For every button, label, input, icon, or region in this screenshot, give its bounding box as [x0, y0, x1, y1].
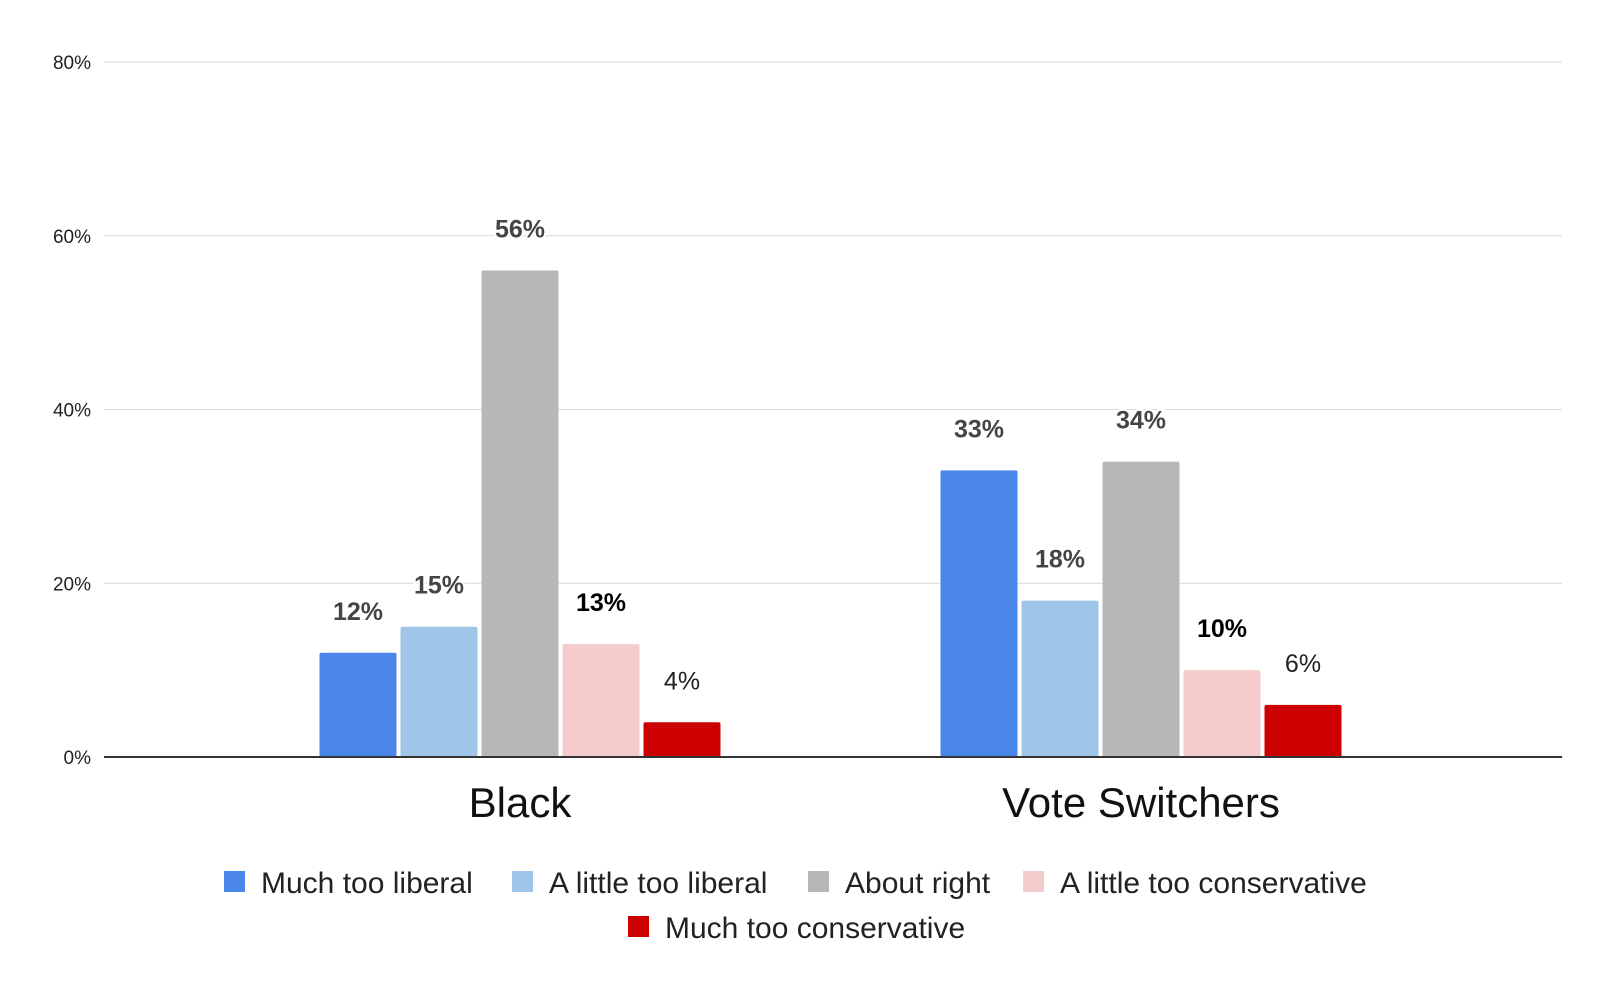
legend-swatch — [512, 871, 533, 892]
y-tick-label: 80% — [53, 53, 91, 74]
x-axis: Black Vote Switchers — [104, 756, 1562, 826]
legend-label: About right — [845, 867, 991, 900]
legend: Much too liberal A little too liberal Abou… — [224, 867, 1367, 945]
legend-swatch — [224, 871, 245, 892]
legend-label: A little too liberal — [549, 867, 767, 900]
bar — [562, 644, 640, 757]
bar — [940, 470, 1018, 757]
data-label: 10% — [1197, 615, 1247, 643]
data-label: 56% — [495, 216, 545, 244]
y-tick-label: 60% — [53, 227, 91, 248]
legend-swatch — [628, 916, 649, 937]
bar — [1264, 704, 1342, 757]
legend-label: Much too conservative — [665, 912, 965, 945]
data-label: 34% — [1116, 407, 1166, 435]
y-tick-label: 40% — [53, 401, 91, 422]
x-category-label: Black — [469, 779, 573, 826]
bar — [643, 722, 721, 757]
data-labels: 12% 15% 56% 13% 4% 33% 18% 34% 10% 6% — [331, 214, 1323, 698]
legend-swatch — [808, 871, 829, 892]
data-label: 4% — [664, 667, 700, 695]
bar — [1183, 670, 1261, 757]
legend-swatch — [1023, 871, 1044, 892]
bar — [400, 626, 478, 757]
legend-label: A little too conservative — [1060, 867, 1367, 900]
bar — [1021, 600, 1099, 757]
bar — [1102, 461, 1180, 757]
data-label: 33% — [954, 415, 1004, 443]
x-category-label: Vote Switchers — [1002, 779, 1280, 826]
y-tick-label: 0% — [64, 748, 92, 769]
bar — [319, 652, 397, 757]
data-label: 13% — [576, 589, 626, 617]
gridlines — [104, 61, 1562, 584]
data-label: 6% — [1285, 650, 1321, 678]
data-label: 15% — [414, 572, 464, 600]
y-axis: 0% 20% 40% 60% 80% — [53, 53, 91, 769]
legend-label: Much too liberal — [261, 867, 473, 900]
bars — [319, 270, 1342, 757]
data-label: 18% — [1035, 546, 1085, 574]
y-tick-label: 20% — [53, 574, 91, 595]
bar — [481, 270, 559, 757]
data-label: 12% — [333, 598, 383, 626]
